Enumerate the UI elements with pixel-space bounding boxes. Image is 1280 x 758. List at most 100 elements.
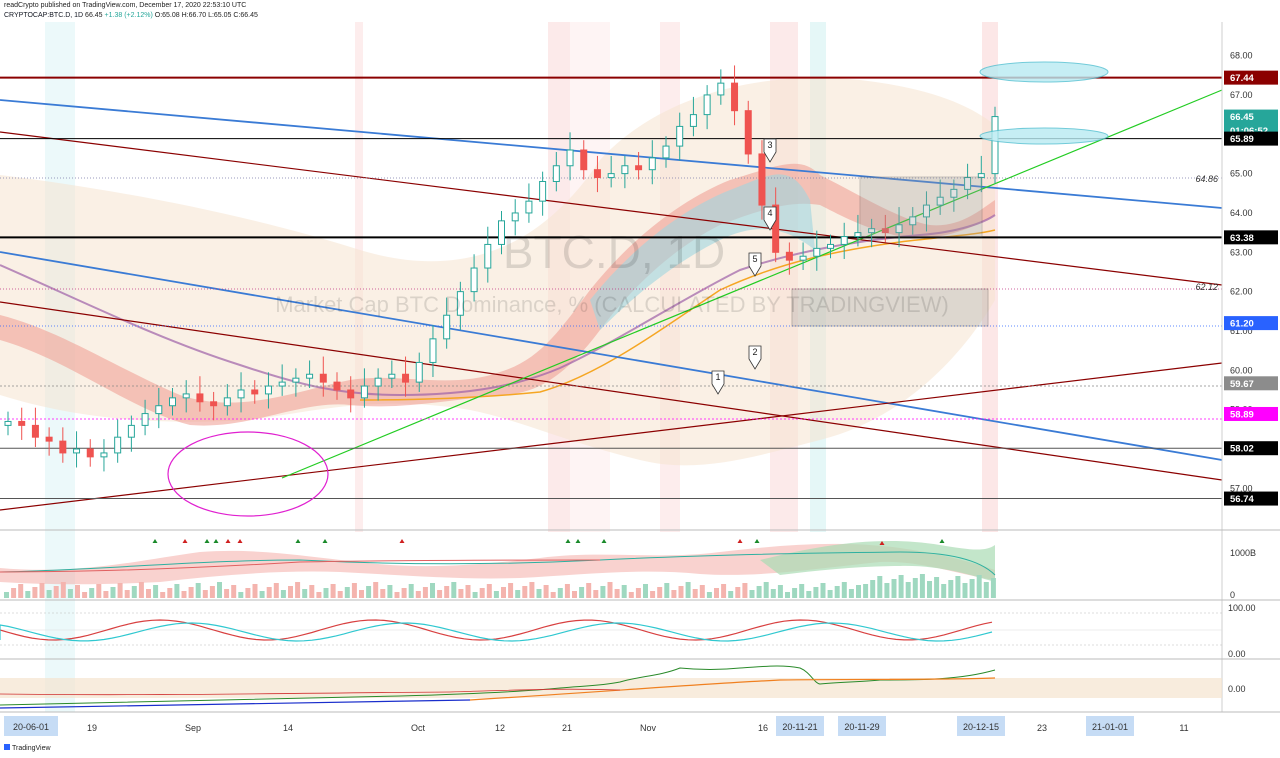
volume-bar bbox=[934, 577, 940, 598]
tradingview-brand[interactable]: TradingView bbox=[4, 744, 51, 752]
candle-body bbox=[4, 420, 12, 426]
price-tick-label: 67.00 bbox=[1230, 90, 1253, 100]
osc-top-label: 100.00 bbox=[1228, 603, 1256, 613]
volume-bar bbox=[501, 587, 506, 598]
volume-bar bbox=[870, 580, 876, 598]
volume-bar bbox=[799, 584, 805, 598]
price-tag-label: 61.20 bbox=[1230, 319, 1254, 330]
volume-bar bbox=[387, 585, 393, 598]
volume-bar bbox=[948, 580, 954, 598]
volume-bar bbox=[714, 588, 719, 598]
candle-body bbox=[936, 196, 944, 206]
volume-bar bbox=[579, 587, 585, 598]
wave-label: 3 bbox=[767, 140, 772, 150]
candle-body bbox=[306, 373, 314, 379]
volume-bar bbox=[735, 587, 741, 598]
candle-body bbox=[498, 220, 505, 245]
volume-bar bbox=[231, 585, 237, 598]
volume-bar bbox=[181, 591, 187, 598]
price-change: +1.38 (+2.12%) bbox=[104, 12, 153, 19]
candle-body bbox=[292, 377, 300, 383]
last-price: 66.45 bbox=[85, 12, 103, 19]
time-tick-label: 12 bbox=[495, 723, 505, 733]
candle-body bbox=[169, 397, 176, 407]
volume-bar bbox=[408, 584, 414, 598]
volume-bar bbox=[955, 576, 961, 598]
volume-bar bbox=[32, 587, 38, 598]
candle-body bbox=[772, 204, 780, 253]
volume-bar bbox=[635, 588, 641, 598]
volume-bar bbox=[678, 586, 684, 598]
volume-bar bbox=[522, 586, 528, 598]
volume-bar bbox=[302, 589, 308, 598]
chart-header: readCrypto published on TradingView.com,… bbox=[4, 1, 258, 21]
candle-body bbox=[429, 338, 437, 363]
time-highlight-bg bbox=[4, 716, 58, 736]
volume-bar bbox=[664, 583, 670, 598]
volume-bar bbox=[827, 590, 833, 598]
price-tag-bg bbox=[1224, 230, 1278, 245]
brand-label: TradingView bbox=[12, 745, 51, 752]
volume-bar bbox=[536, 589, 542, 598]
candle-body bbox=[593, 169, 601, 179]
volume-bar bbox=[437, 590, 443, 598]
volume-bar bbox=[266, 587, 272, 598]
signal-marker bbox=[754, 539, 760, 543]
volume-bar bbox=[202, 590, 208, 598]
volume-bar bbox=[153, 585, 159, 598]
signal-marker bbox=[204, 539, 210, 543]
candle-body bbox=[813, 247, 821, 257]
volume-bar bbox=[124, 590, 130, 598]
volume-bar bbox=[422, 587, 428, 598]
volume-bar bbox=[891, 579, 897, 598]
osc-bottom-label: 0.00 bbox=[1228, 649, 1246, 659]
volume-bar bbox=[174, 584, 180, 598]
time-highlight-label: 20-12-15 bbox=[963, 722, 999, 732]
volume-bar bbox=[749, 590, 755, 598]
volume-bar bbox=[359, 590, 364, 598]
oscillator-lines bbox=[0, 619, 993, 642]
volume-bar bbox=[366, 586, 372, 598]
time-highlight-label: 20-11-21 bbox=[782, 722, 817, 732]
watermark-description: Market Cap BTC Dominance, % (CALCULATED … bbox=[275, 292, 949, 317]
time-tick-label: 11 bbox=[1179, 723, 1188, 733]
wave-label: 5 bbox=[752, 254, 757, 264]
wave-callout-bubble bbox=[748, 252, 762, 277]
candlesticks bbox=[4, 65, 999, 472]
time-tick-label: Oct bbox=[411, 723, 426, 733]
candle-body bbox=[744, 110, 752, 155]
candle-body bbox=[360, 385, 368, 399]
candle-body bbox=[607, 173, 615, 179]
signal-marker bbox=[939, 539, 945, 543]
volume-bar bbox=[650, 591, 656, 598]
volume-bar bbox=[337, 591, 343, 598]
volume-bar bbox=[785, 592, 790, 598]
volume-bar bbox=[493, 591, 499, 598]
volume-bar bbox=[67, 589, 73, 598]
candle-body bbox=[402, 373, 410, 383]
candle-body bbox=[827, 243, 834, 249]
volume-bar bbox=[685, 582, 691, 598]
candle-body bbox=[868, 228, 876, 234]
volume-bar bbox=[82, 592, 88, 598]
volume-bar bbox=[188, 587, 194, 598]
price-tag-label: 65.89 bbox=[1230, 134, 1254, 145]
volume-bar bbox=[75, 585, 80, 598]
candle-body bbox=[484, 243, 492, 269]
volume-bar bbox=[564, 584, 570, 598]
candle-body bbox=[648, 157, 656, 171]
volume-bar bbox=[706, 592, 712, 598]
oscillator-panel bbox=[0, 612, 1222, 646]
volume-bar bbox=[515, 590, 521, 598]
ma-purple bbox=[0, 214, 996, 397]
volume-bar bbox=[138, 582, 144, 598]
candle-body bbox=[566, 149, 574, 167]
volume-bar bbox=[11, 588, 17, 598]
candle-body bbox=[525, 200, 533, 214]
price-tag-label: 58.02 bbox=[1230, 444, 1254, 455]
volume-bar bbox=[763, 582, 769, 598]
volume-bar bbox=[96, 584, 102, 598]
wave-callout-bubble bbox=[763, 138, 777, 163]
candle-body bbox=[689, 114, 697, 127]
